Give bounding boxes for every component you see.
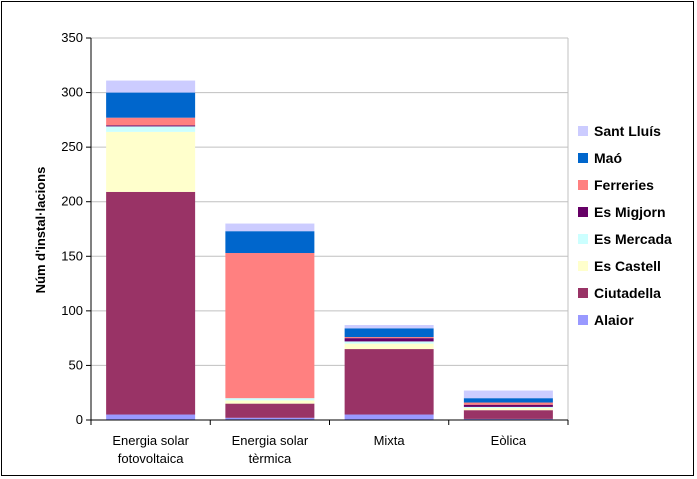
axes — [86, 37, 569, 425]
legend-swatch — [578, 126, 588, 136]
y-tick-label: 350 — [61, 30, 83, 45]
bar-segment — [463, 407, 553, 411]
bar-segment — [106, 131, 196, 192]
bar-segment — [344, 328, 434, 338]
legend-entry-label: Maó — [594, 150, 622, 166]
y-tick-label: 50 — [69, 357, 83, 372]
y-axis-title: Núm d'instal·lacions — [33, 167, 48, 294]
x-category-label: Mixta — [374, 433, 406, 448]
legend-entry-label: Ferreries — [594, 177, 654, 193]
x-category-label: tèrmica — [249, 451, 292, 466]
bar-segment — [106, 126, 196, 132]
legend-entry-label: Es Migjorn — [594, 204, 666, 220]
legend-entry-label: Ciutadella — [594, 285, 661, 301]
bar-segment — [225, 253, 315, 399]
bar-segment — [463, 390, 553, 399]
bar-segment — [106, 414, 196, 420]
bar-segment — [106, 117, 196, 126]
y-tick-label: 200 — [61, 194, 83, 209]
y-tick-label: 0 — [76, 412, 83, 427]
bar-segment — [344, 337, 434, 339]
bar-segment — [225, 417, 315, 420]
bar-segment — [106, 125, 196, 127]
bar-segment — [344, 414, 434, 420]
bar-segment — [463, 402, 553, 405]
legend: Sant Lluís Maó Ferreries Es Migjorn Es Merca… — [578, 123, 672, 328]
bar-segment — [106, 191, 196, 415]
y-tick-label: 250 — [61, 139, 83, 154]
bar-segment — [225, 403, 315, 418]
y-tick-label: 100 — [61, 303, 83, 318]
y-tick-label: 150 — [61, 248, 83, 263]
bar-segment — [344, 341, 434, 344]
bar-segment — [225, 398, 315, 401]
bar-segment — [344, 343, 434, 350]
bar-segment — [106, 92, 196, 118]
legend-swatch — [578, 261, 588, 271]
legend-entry-label: Sant Lluís — [594, 123, 661, 139]
bar-segment — [463, 404, 553, 407]
legend-swatch — [578, 315, 588, 325]
bar-segment — [463, 418, 553, 420]
x-category-label: Eòlica — [491, 433, 527, 448]
legend-entry-label: Es Mercada — [594, 231, 672, 247]
legend-entry-label: Es Castell — [594, 258, 661, 274]
y-tick-label: 300 — [61, 85, 83, 100]
bar-segment — [344, 338, 434, 342]
tick-labels: 0 50 100 150 200 250 300 350 Energia solar fotovo… — [61, 30, 527, 466]
bar-segment — [344, 325, 434, 329]
bar-segment — [463, 410, 553, 419]
bars — [106, 80, 553, 420]
legend-swatch — [578, 288, 588, 298]
bar-segment — [225, 223, 315, 232]
x-category-label: fotovoltaica — [118, 451, 185, 466]
legend-swatch — [578, 153, 588, 163]
bar-segment — [344, 349, 434, 415]
x-category-label: Energia solar — [112, 433, 189, 448]
bar-segment — [225, 231, 315, 254]
legend-swatch — [578, 180, 588, 190]
bar-segment — [463, 406, 553, 408]
bar-segment — [463, 398, 553, 403]
legend-swatch — [578, 207, 588, 217]
legend-entry-label: Alaior — [594, 312, 634, 328]
legend-swatch — [578, 234, 588, 244]
bar-segment — [106, 80, 196, 93]
x-category-label: Energia solar — [232, 433, 309, 448]
bar-segment — [225, 400, 315, 404]
